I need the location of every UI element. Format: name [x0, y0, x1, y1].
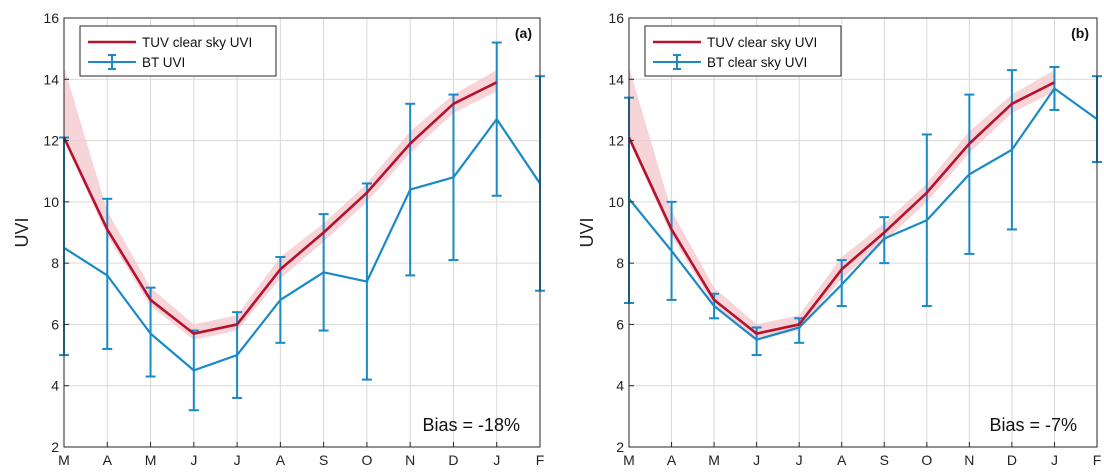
plot-area — [64, 18, 540, 447]
y-tick-label: 4 — [616, 378, 624, 394]
legend-label-bt: BT UVI — [142, 55, 185, 70]
bt-error-bar — [232, 311, 243, 399]
bt-error-bar — [1006, 69, 1017, 231]
y-tick-label: 4 — [51, 378, 59, 394]
bt-error-bar — [1049, 66, 1060, 111]
y-tick-label: 14 — [608, 71, 624, 87]
y-tick-label: 2 — [616, 439, 624, 455]
legend: TUV clear sky UVI BT UVI — [79, 25, 277, 77]
y-tick-label: 10 — [43, 194, 59, 210]
x-tick-label: J — [190, 452, 197, 468]
x-tick-label: A — [103, 452, 113, 468]
bt-error-bar — [666, 200, 677, 301]
bt-error-bar — [102, 197, 113, 350]
x-tick-label: J — [493, 452, 500, 468]
y-tick-label: 6 — [51, 316, 59, 332]
y-tick-label: 10 — [608, 194, 624, 210]
chart-panel-1: 2 4 6 8 10 12 14 16 M A M J J A S O N D J F UVI (b) Bias = -7%… — [577, 10, 1102, 468]
y-tick-label: 8 — [51, 255, 59, 271]
bias-annotation: Bias = -18% — [422, 415, 520, 435]
y-tick-label: 2 — [51, 439, 59, 455]
bt-error-bar — [448, 93, 459, 262]
x-tick-label: N — [964, 452, 974, 468]
x-tick-label: J — [234, 452, 241, 468]
x-tick-label: S — [319, 452, 328, 468]
tuv-series-line — [627, 81, 1056, 335]
y-tick-label: 12 — [43, 133, 59, 149]
y-tick-label: 16 — [43, 10, 59, 26]
y-axis-label: UVI — [577, 217, 597, 247]
x-tick-label: J — [753, 452, 760, 468]
bt-error-bar — [879, 216, 890, 265]
tuv-series-line — [62, 81, 498, 335]
bt-error-bar — [145, 286, 156, 378]
bt-series-line — [63, 118, 541, 372]
x-tick-label: N — [405, 452, 415, 468]
y-axis-label: UVI — [12, 217, 32, 247]
x-tick-label: O — [921, 452, 932, 468]
legend-label-bt: BT clear sky UVI — [707, 55, 807, 70]
x-tick-label: M — [708, 452, 720, 468]
bt-error-bar — [491, 41, 502, 197]
bias-annotation: Bias = -7% — [989, 415, 1077, 435]
x-tick-label: D — [448, 452, 458, 468]
panel-label: (a) — [515, 25, 532, 41]
x-tick-label: A — [837, 452, 847, 468]
legend: TUV clear sky UVI BT clear sky UVI — [644, 25, 842, 77]
x-tick-label: M — [58, 452, 70, 468]
bt-error-bar — [921, 133, 932, 308]
y-tick-label: 16 — [608, 10, 624, 26]
y-tick-label: 12 — [608, 133, 624, 149]
x-tick-label: S — [880, 452, 889, 468]
axes-box — [628, 17, 1098, 448]
x-tick-label: A — [667, 452, 677, 468]
bt-error-bar — [405, 102, 416, 277]
plot-area — [629, 18, 1097, 447]
x-tick-label: O — [361, 452, 372, 468]
legend-label-tuv: TUV clear sky UVI — [707, 35, 817, 50]
bt-series-line — [628, 87, 1098, 341]
x-tick-label: A — [276, 452, 286, 468]
x-tick-label: M — [145, 452, 157, 468]
y-tick-label: 6 — [616, 316, 624, 332]
x-tick-label: D — [1007, 452, 1017, 468]
chart-panel-0: 2 4 6 8 10 12 14 16 M A M J J A S O N D J F UVI (a) Bias = -18… — [12, 10, 545, 468]
y-tick-label: 8 — [616, 255, 624, 271]
bt-error-bar — [361, 182, 372, 381]
legend-label-tuv: TUV clear sky UVI — [142, 35, 252, 50]
bt-error-bar — [964, 93, 975, 255]
panel-label: (b) — [1071, 25, 1089, 41]
x-tick-label: M — [623, 452, 635, 468]
x-tick-label: F — [536, 452, 545, 468]
x-tick-label: J — [796, 452, 803, 468]
x-tick-label: F — [1093, 452, 1102, 468]
x-tick-label: J — [1051, 452, 1058, 468]
y-tick-label: 14 — [43, 71, 59, 87]
axes-box — [63, 17, 541, 448]
